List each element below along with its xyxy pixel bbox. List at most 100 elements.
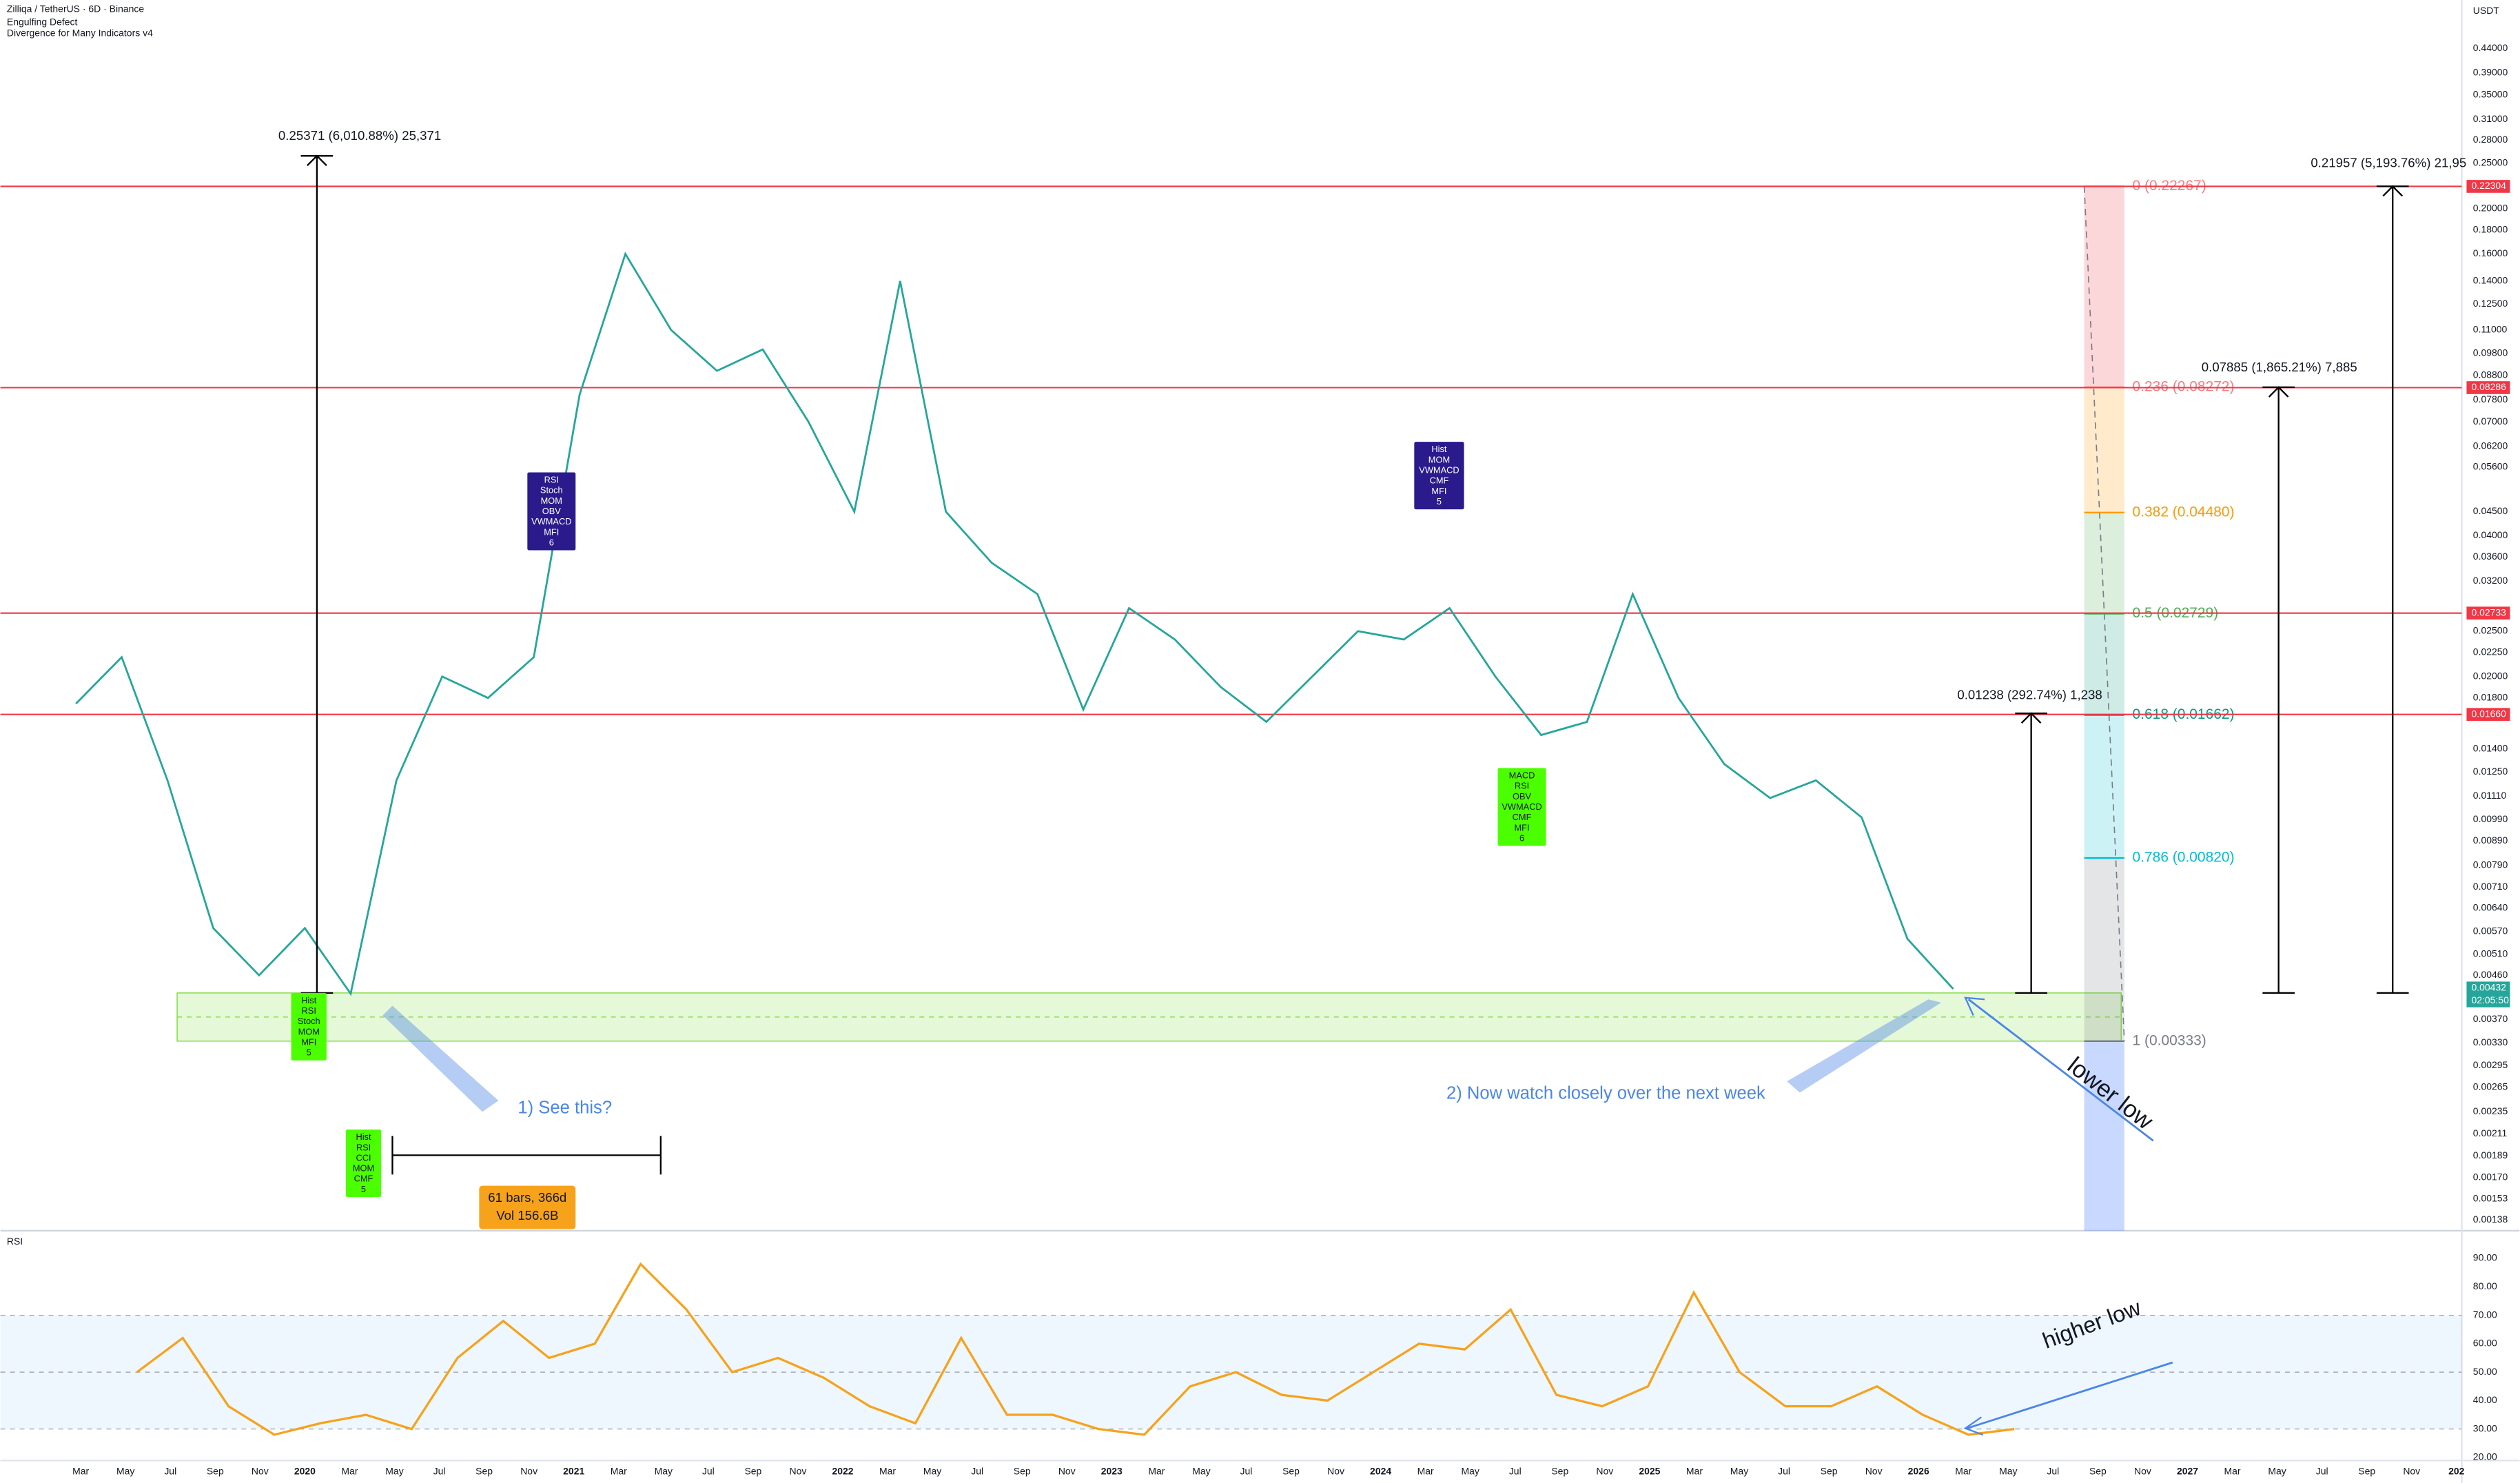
price-tag [2466,606,2510,620]
price-axis-label: 0.12500 [2473,298,2508,309]
time-axis-label: Sep [2358,1465,2375,1476]
signal-text: MFI [544,526,559,537]
time-axis-label: Jul [1240,1465,1253,1476]
signal-text: OBV [542,506,562,516]
time-axis-label: 2026 [1908,1465,1929,1476]
price-axis-label: 0.02500 [2473,625,2508,636]
price-axis-label: 0.07000 [2473,416,2508,427]
rsi-axis-label: 30.00 [2473,1422,2497,1433]
fib-extension [2084,1041,2124,1231]
symbol-title[interactable]: Zilliqa / TetherUS · 6D · Binance [7,3,144,14]
price-axis-label: 0.03600 [2473,551,2508,562]
time-axis-label: Jul [164,1465,176,1476]
price-axis-label: 0.00138 [2473,1214,2508,1225]
time-axis-label: 202 [2448,1465,2465,1476]
price-axis-label: 0.02250 [2473,646,2508,657]
time-axis-label: May [1462,1465,1479,1476]
price-axis-label: 0.00265 [2473,1081,2508,1092]
time-axis-label: 2024 [1370,1465,1391,1476]
signal-text: CMF [354,1174,373,1184]
time-axis-label: Nov [2134,1465,2151,1476]
time-axis-label: Sep [1282,1465,1300,1476]
rsi-axis-label: 40.00 [2473,1394,2497,1405]
price-axis-label: 0.35000 [2473,88,2508,99]
time-axis-label: 2027 [2177,1465,2198,1476]
rsi-axis-label: 70.00 [2473,1309,2497,1320]
measure-label: 0.07885 (1,865.21%) 7,885 [2202,360,2357,374]
time-axis-label: 2025 [1639,1465,1660,1476]
time-axis-label: Jul [2316,1465,2328,1476]
range-info: 61 bars, 366d [488,1190,566,1205]
signal-text: RSI [544,475,559,485]
time-axis-label: Mar [879,1465,896,1476]
price-axis-label: 0.14000 [2473,275,2508,286]
time-axis-label: May [1999,1465,2017,1476]
time-axis-label: Sep [1821,1465,1838,1476]
time-axis-label: Jul [1778,1465,1790,1476]
callout-arrow [1787,999,1942,1093]
time-axis-label: Jul [971,1465,983,1476]
price-tag-label: 0.08286 [2471,381,2506,392]
price-axis-label: 0.20000 [2473,202,2508,213]
price-axis-label: 0.06200 [2473,440,2508,451]
price-axis-label: 0.00890 [2473,835,2508,846]
time-axis-label: Mar [1955,1465,1971,1476]
fib-label: 0.786 (0.00820) [2133,850,2235,866]
rsi-axis-label: 20.00 [2473,1451,2497,1462]
signal-text: MFI [1515,822,1530,832]
rsi-band [0,1315,2462,1429]
price-axis-label: 0.00510 [2473,948,2508,959]
price-axis-label: 0.18000 [2473,223,2508,234]
time-axis-label: Jul [2047,1465,2059,1476]
price-axis-label: 0.00570 [2473,925,2508,937]
price-axis-label: 0.00460 [2473,969,2508,980]
price-tag [2466,180,2510,193]
signal-text: 6 [1519,832,1524,843]
signal-text: MOM [541,495,562,506]
price-axis-label: 0.07800 [2473,393,2508,405]
time-axis-label: Nov [1327,1465,1344,1476]
price-axis-label: 0.28000 [2473,134,2508,145]
indicator-name[interactable]: Divergence for Many Indicators v4 [7,28,153,39]
time-axis-label: Sep [475,1465,493,1476]
price-axis-label: 0.00235 [2473,1105,2508,1116]
price-axis-label: 0.03200 [2473,575,2508,586]
price-axis-label: 0.00640 [2473,901,2508,912]
time-axis-label: May [116,1465,134,1476]
signal-text: VWMACD [1502,801,1541,812]
annotation: 1) See this? [518,1098,612,1118]
time-axis-label: Sep [2089,1465,2107,1476]
indicator-name[interactable]: Engulfing Defect [7,16,78,27]
price-tag [2466,708,2510,722]
range-box [479,1185,576,1229]
signal-text: CMF [1513,812,1532,822]
time-axis-label: Nov [1596,1465,1613,1476]
signal-text: Hist [356,1132,371,1142]
time-axis-label: 2022 [832,1465,853,1476]
rsi-axis-label: 80.00 [2473,1280,2497,1291]
signal-text: MOM [1428,454,1450,464]
signal-text: 6 [549,537,554,547]
price-tag-label: 0.02733 [2471,606,2506,617]
signal-text: CCI [356,1152,371,1163]
signal-text: VWMACD [1419,465,1459,475]
time-axis-label: Jul [1509,1465,1522,1476]
time-axis-label: Mar [341,1465,358,1476]
price-axis-label: 0.44000 [2473,42,2508,53]
time-axis-label: Nov [790,1465,807,1476]
time-axis-label: May [1192,1465,1210,1476]
time-axis-label: Mar [1148,1465,1165,1476]
annotation: 2) Now watch closely over the next week [1446,1084,1765,1103]
price-axis-label: 0.16000 [2473,247,2508,258]
signal-text: MFI [1431,486,1446,496]
time-axis-label: Mar [2224,1465,2241,1476]
time-axis-label: 2023 [1101,1465,1123,1476]
price-line [75,252,1954,996]
callout-arrow [382,1005,499,1112]
annotation-arrow [1966,1361,2173,1430]
time-axis-label: May [1730,1465,1748,1476]
time-axis-label: Mar [1417,1465,1434,1476]
currency-label[interactable]: USDT [2473,5,2499,16]
current-price: 0.00432 [2471,981,2506,992]
